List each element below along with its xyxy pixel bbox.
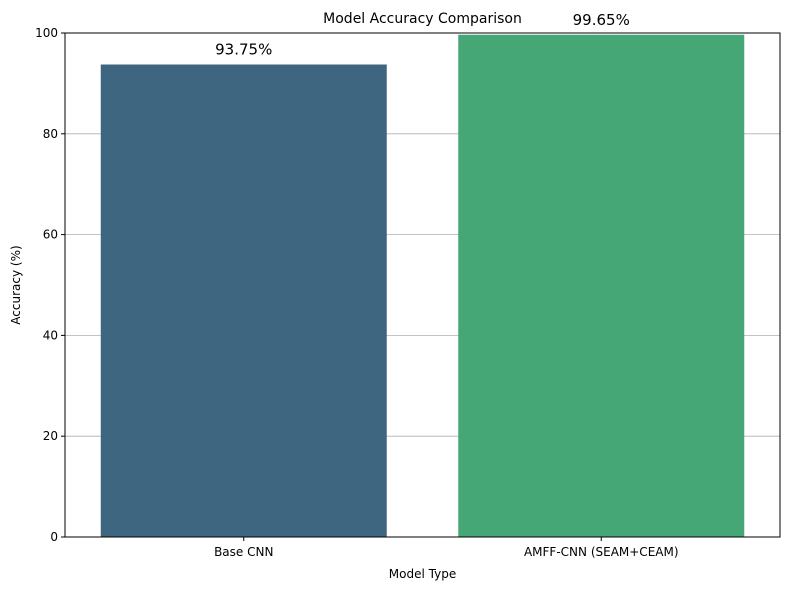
y-axis-label: Accuracy (%)	[9, 245, 23, 324]
data-labels: 93.75% 99.65%	[215, 11, 630, 59]
y-tick-label: 60	[43, 228, 58, 242]
x-axis-ticks: Base CNN AMFF-CNN (SEAM+CEAM)	[214, 537, 679, 559]
x-tick-label: Base CNN	[214, 545, 273, 559]
plot-frame	[64, 32, 781, 538]
x-tick-label: AMFF-CNN (SEAM+CEAM)	[524, 545, 679, 559]
y-axis-ticks: 0 20 40 60 80 100	[35, 26, 65, 544]
bar-value-label: 99.65%	[573, 11, 630, 29]
x-axis-label: Model Type	[389, 567, 456, 581]
bars	[100, 34, 745, 537]
y-tick-label: 40	[43, 328, 58, 342]
y-tick-label: 20	[43, 429, 58, 443]
y-tick-label: 100	[35, 26, 58, 40]
y-tick-label: 80	[43, 127, 58, 141]
bar	[458, 34, 745, 537]
chart-title: Model Accuracy Comparison	[323, 11, 522, 27]
bar-value-label: 93.75%	[215, 41, 272, 59]
y-tick-label: 0	[50, 530, 58, 544]
bar	[100, 64, 387, 537]
